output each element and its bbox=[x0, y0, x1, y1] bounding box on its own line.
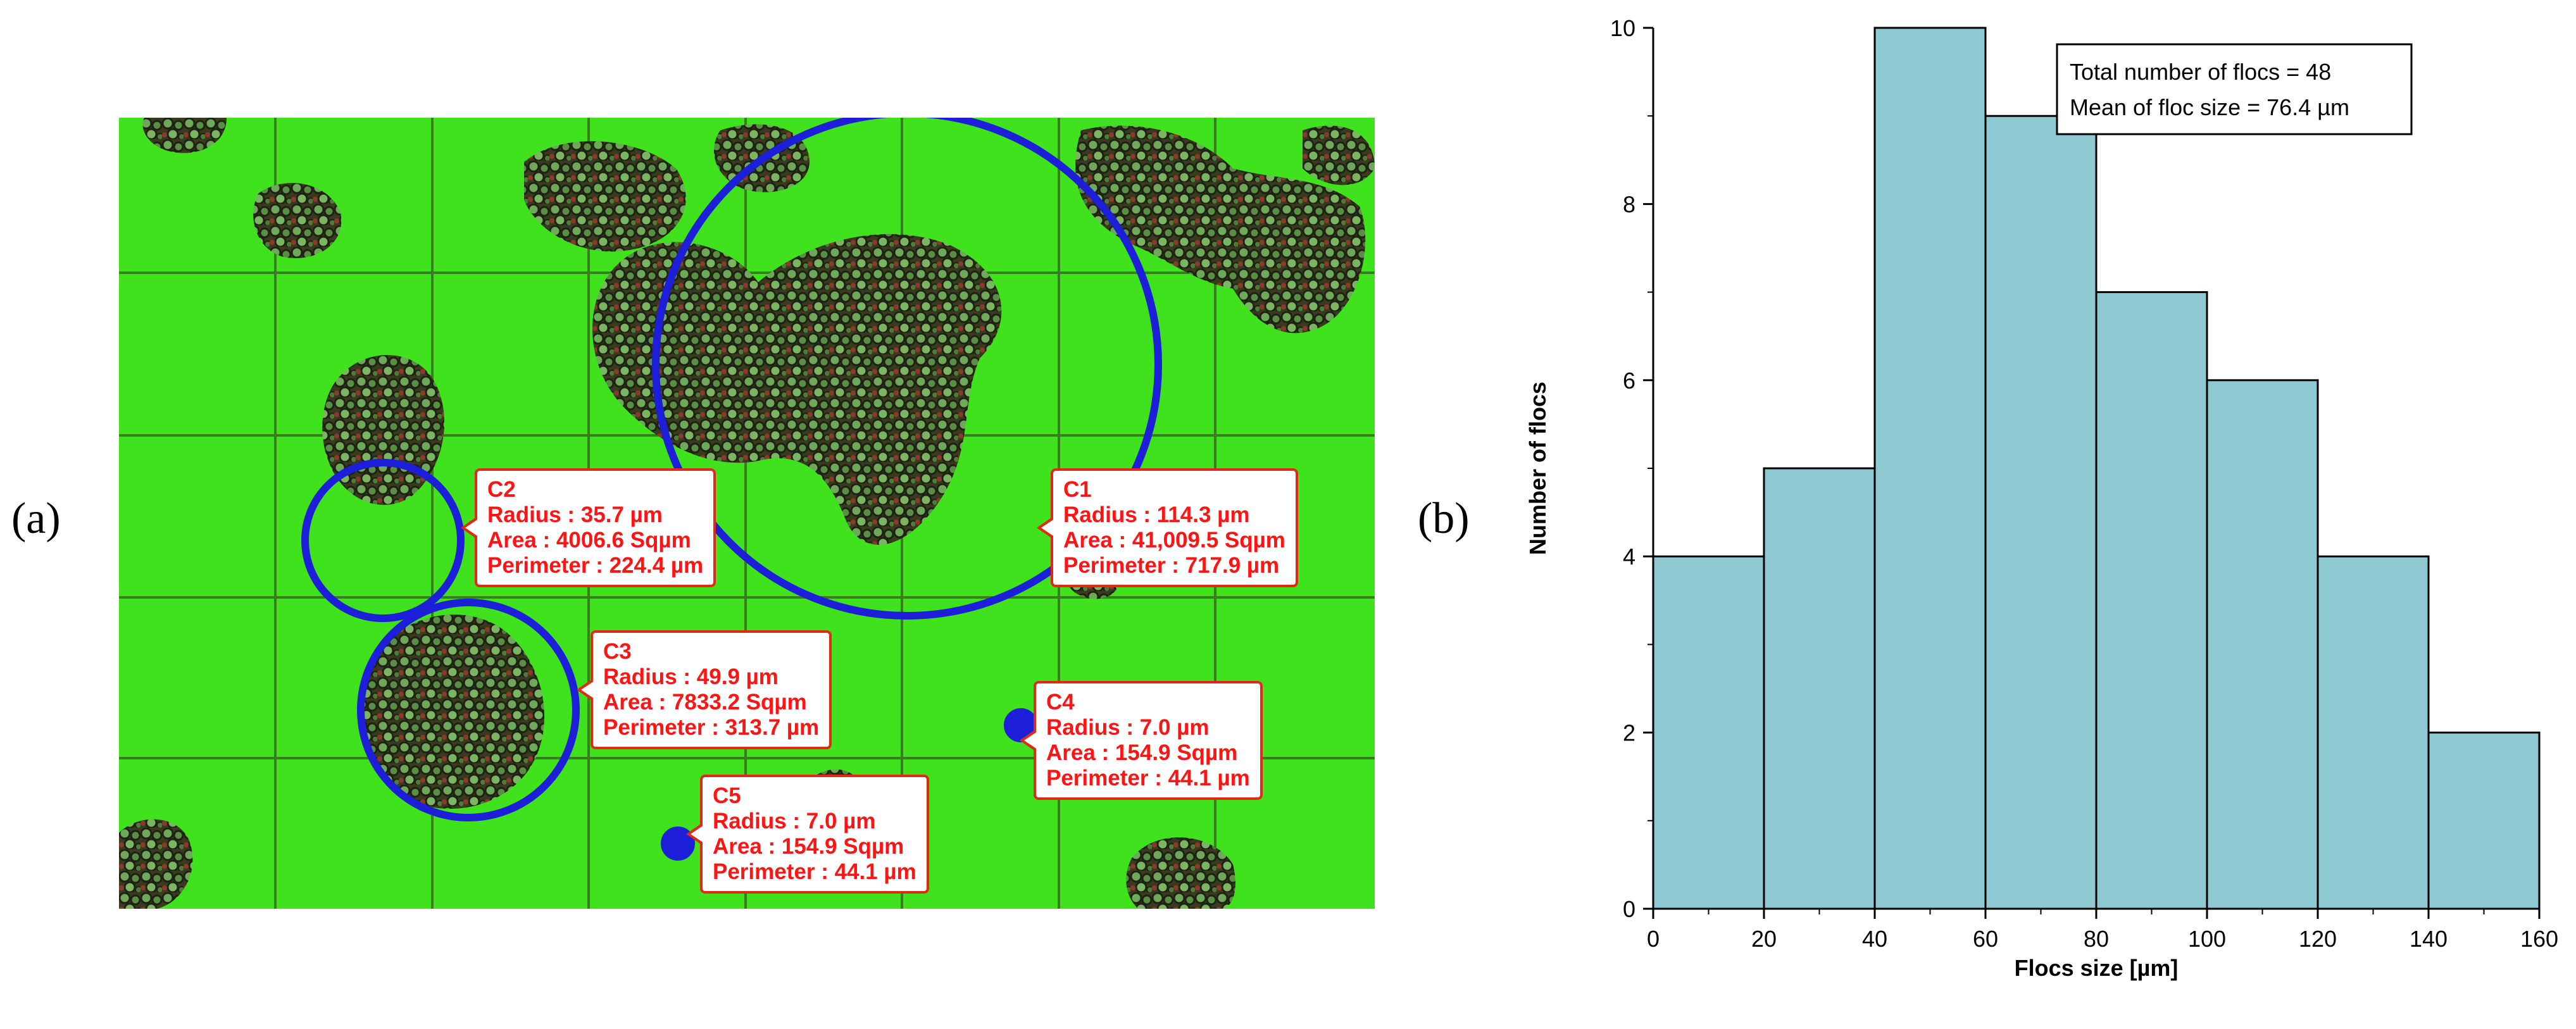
circle-c1 bbox=[652, 118, 1162, 620]
y-tick-label-2: 2 bbox=[1623, 720, 1635, 746]
y-tick-label-8: 8 bbox=[1623, 191, 1635, 217]
callout-c4-id: C4 bbox=[1046, 690, 1075, 714]
floc-size-histogram: 0 20 40 60 80 100 120 140 160 0 2 4 6 8 10 Number of f… bbox=[1525, 15, 2558, 981]
y-tick-label-6: 6 bbox=[1623, 368, 1635, 394]
callout-c5-perimeter: Perimeter : 44.1 µm bbox=[713, 859, 916, 884]
panel-a-label: (a) bbox=[11, 494, 61, 543]
callout-c3-radius: Radius : 49.9 µm bbox=[603, 664, 778, 689]
callout-c1: C1 Radius : 114.3 µm Area : 41,009.5 Sqµ… bbox=[1037, 468, 1298, 587]
callout-c1-area: Area : 41,009.5 Sqµm bbox=[1063, 528, 1285, 552]
x-tick-label-140: 140 bbox=[2410, 926, 2448, 952]
bar-20-40 bbox=[1763, 467, 1876, 910]
bar-140-160 bbox=[2427, 732, 2541, 910]
annotation-mean: Mean of floc size = 76.4 µm bbox=[2070, 94, 2349, 120]
callout-c2-id: C2 bbox=[487, 477, 516, 502]
x-tick-label-60: 60 bbox=[1973, 926, 1998, 952]
bar-80-100 bbox=[2095, 291, 2208, 910]
callout-c2-perimeter: Perimeter : 224.4 µm bbox=[487, 553, 704, 578]
x-tick-label-120: 120 bbox=[2299, 926, 2337, 952]
panel-b-label: (b) bbox=[1418, 494, 1470, 543]
y-tick-label-10: 10 bbox=[1610, 15, 1635, 41]
y-tick-label-0: 0 bbox=[1623, 896, 1635, 922]
callout-c3-perimeter: Perimeter : 313.7 µm bbox=[603, 715, 820, 740]
x-tick-label-0: 0 bbox=[1647, 926, 1660, 952]
x-tick-label-160: 160 bbox=[2520, 926, 2558, 952]
bar-120-140 bbox=[2317, 555, 2430, 910]
y-axis-title: Number of flocs bbox=[1525, 382, 1551, 555]
callout-c5-radius: Radius : 7.0 µm bbox=[713, 809, 876, 833]
callout-c3-id: C3 bbox=[603, 639, 632, 664]
callout-c5-id: C5 bbox=[713, 783, 741, 808]
callout-c3: C3 Radius : 49.9 µm Area : 7833.2 Sqµm P… bbox=[577, 630, 832, 749]
callout-c2-radius: Radius : 35.7 µm bbox=[487, 502, 663, 527]
bar-0-20 bbox=[1652, 555, 1765, 910]
callout-c1-radius: Radius : 114.3 µm bbox=[1063, 502, 1250, 527]
callout-c4-perimeter: Perimeter : 44.1 µm bbox=[1046, 766, 1250, 790]
floc-micrograph: C1 Radius : 114.3 µm Area : 41,009.5 Sqµ… bbox=[119, 118, 1375, 909]
callout-c4-area: Area : 154.9 Sqµm bbox=[1046, 740, 1238, 765]
callout-c5-area: Area : 154.9 Sqµm bbox=[713, 834, 904, 859]
micrograph-image bbox=[119, 118, 1375, 909]
callout-c1-id: C1 bbox=[1063, 477, 1092, 502]
x-tick-label-40: 40 bbox=[1862, 926, 1887, 952]
bar-100-120 bbox=[2206, 379, 2319, 910]
callout-c3-area: Area : 7833.2 Sqµm bbox=[603, 690, 807, 714]
y-tick-label-4: 4 bbox=[1623, 544, 1635, 570]
x-tick-label-100: 100 bbox=[2188, 926, 2226, 952]
floc-clusters bbox=[119, 118, 1375, 909]
x-tick-label-20: 20 bbox=[1751, 926, 1777, 952]
bar-60-80 bbox=[1984, 115, 2098, 910]
x-axis-title: Flocs size [µm] bbox=[2015, 955, 2179, 981]
callout-c1-perimeter: Perimeter : 717.9 µm bbox=[1063, 553, 1280, 578]
annotation-total: Total number of flocs = 48 bbox=[2070, 59, 2331, 85]
callout-c4-radius: Radius : 7.0 µm bbox=[1046, 715, 1210, 740]
measurement-circles bbox=[301, 118, 1162, 861]
circle-c2 bbox=[301, 459, 465, 622]
callout-c2: C2 Radius : 35.7 µm Area : 4006.6 Sqµm P… bbox=[461, 468, 716, 587]
callout-c2-area: Area : 4006.6 Sqµm bbox=[487, 528, 691, 552]
histogram-ticks: 0 20 40 60 80 100 120 140 160 0 2 4 6 8 10 bbox=[1610, 15, 2558, 952]
callout-c4: C4 Radius : 7.0 µm Area : 154.9 Sqµm Per… bbox=[1020, 681, 1263, 800]
callout-c5: C5 Radius : 7.0 µm Area : 154.9 Sqµm Per… bbox=[686, 775, 929, 894]
x-tick-label-80: 80 bbox=[2084, 926, 2109, 952]
circle-c3 bbox=[357, 599, 580, 821]
stats-annotation: Total number of flocs = 48 Mean of floc … bbox=[2056, 43, 2413, 135]
bar-40-60 bbox=[1873, 27, 1987, 910]
histogram-bars bbox=[1652, 27, 2541, 910]
